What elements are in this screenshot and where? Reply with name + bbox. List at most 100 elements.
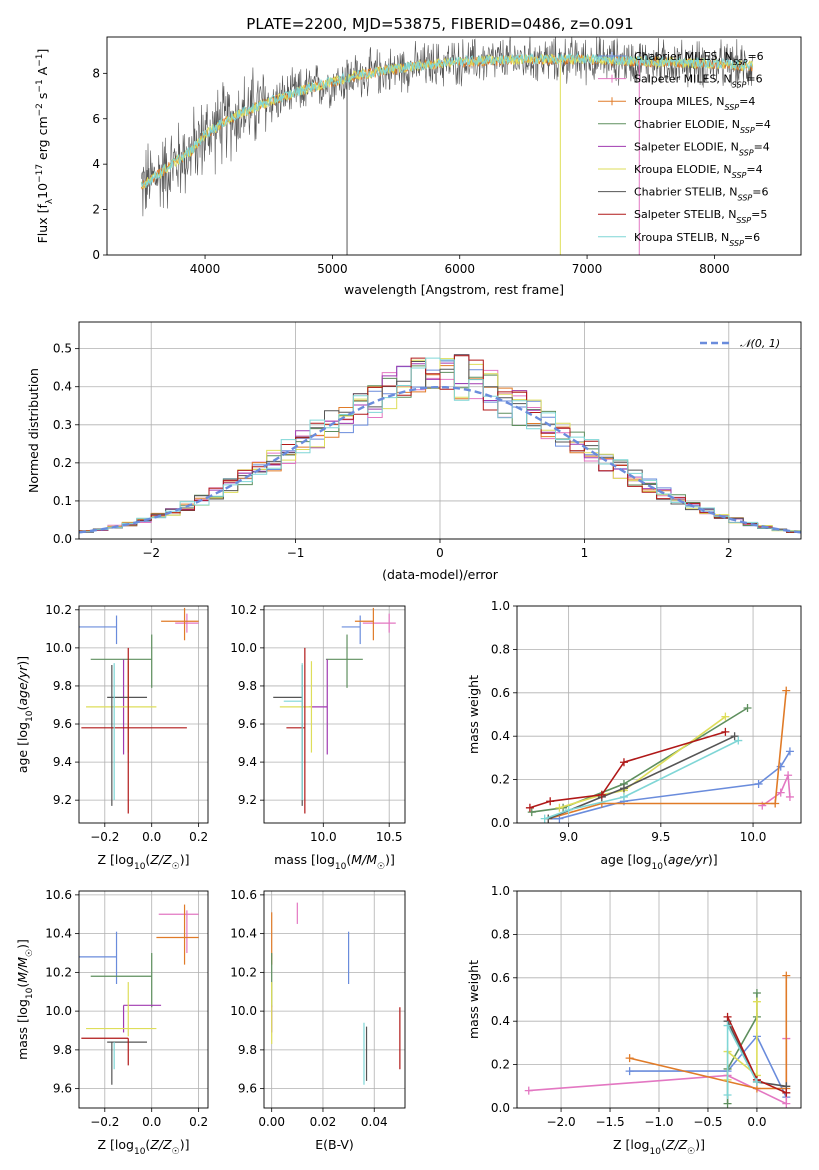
y-tick-label: 0.8 <box>491 927 510 941</box>
mass-weight-line <box>761 774 791 807</box>
x-tick-label: −1.5 <box>595 1115 624 1129</box>
mass_vs_Z-gridlines <box>79 891 208 1108</box>
errorbar-point <box>107 1041 148 1085</box>
spectrum-ticks: 4000 5000 6000 7000 8000 0 2 4 6 8 <box>92 66 729 276</box>
mass-vs-extinction-panel: 0.00 0.02 0.04 9.6 9.8 10.0 10.2 10.4 10.6 E(B-V) <box>230 888 406 1152</box>
mass-weight-marker <box>721 727 730 736</box>
y-tick-label: 10.6 <box>230 888 257 902</box>
y-tick-label: 9.2 <box>238 793 257 807</box>
mass-weight-marker <box>625 1067 634 1076</box>
mass-z-y-axis-label: mass [log10(M/M☉)] <box>15 939 35 1060</box>
legend-entry: Salpeter ELODIE, NSSP=4 <box>598 140 770 157</box>
x-tick-label: −2 <box>142 546 160 560</box>
mass-weight-marker <box>723 1099 732 1108</box>
legend-entry: Kroupa MILES, NSSP=4 <box>598 95 755 112</box>
x-tick-label: 0.2 <box>189 1115 208 1129</box>
x-tick-label: 0.00 <box>258 1115 285 1129</box>
x-tick-label: 0.02 <box>310 1115 337 1129</box>
residuals-ticks: −2 −1 0 1 2 0.0 0.1 0.2 0.3 0.4 0.5 <box>53 342 733 560</box>
x-tick-label: 9.0 <box>559 830 578 844</box>
mass-weight-marker <box>527 808 536 817</box>
age-z-y-axis-label: age [log10(age/yr)] <box>15 656 35 773</box>
mass-weight-vs-metallicity-panel: −2.0 −1.5 −1.0 −0.5 0.0 0.0 0.2 0.4 0.6 0.8 1.0 Z [… <box>466 884 802 1157</box>
residuals-histogram-panel: −2 −1 0 1 2 0.0 0.1 0.2 0.3 0.4 0.5 (data-model)/er… <box>26 321 802 582</box>
mass-weight-marker <box>734 736 743 745</box>
x-tick-label: 4000 <box>190 262 221 276</box>
x-tick-label: 0.0 <box>142 830 161 844</box>
massweight_vs_age-ticks: 9.0 9.5 10.0 0.0 0.2 0.4 0.6 0.8 1.0 <box>491 599 767 844</box>
mass-weight-series <box>544 747 794 823</box>
mass-weight-marker <box>540 814 549 823</box>
x-tick-label: 0.2 <box>189 830 208 844</box>
mass-weight-marker <box>619 758 628 767</box>
mass_vs_Z-plot-area <box>79 904 199 1085</box>
spectrum-panel: 4000 5000 6000 7000 8000 0 2 4 6 8 wavelength [Ang… <box>35 36 802 297</box>
x-tick-label: 5000 <box>317 262 348 276</box>
y-tick-label: 9.8 <box>53 679 72 693</box>
mass-ebv-x-axis-label: E(B-V) <box>315 1137 354 1152</box>
mass-weight-marker <box>776 788 785 797</box>
legend-entry: Salpeter MILES, NSSP=6 <box>598 73 763 90</box>
x-tick-label: 8000 <box>699 262 730 276</box>
mass-weight-marker <box>525 803 534 812</box>
mass-weight-marker <box>597 790 606 799</box>
y-tick-label: 0.0 <box>491 816 510 830</box>
age_vs_Z-plot-area <box>79 607 199 814</box>
mass-vs-metallicity-panel: −0.2 0.0 0.2 9.6 9.8 10.0 10.2 10.4 10.6 Z [log10… <box>15 888 209 1157</box>
x-tick-label: 7000 <box>572 262 603 276</box>
y-tick-label: 0.0 <box>53 532 72 546</box>
massweight_vs_age-axes-frame <box>516 605 802 824</box>
y-tick-label: 10.0 <box>230 1004 257 1018</box>
mass_vs_ebv-plot-area <box>271 902 401 1085</box>
y-tick-label: 9.8 <box>238 1043 257 1057</box>
residuals-legend: 𝒩(0, 1) <box>700 337 780 350</box>
mass-weight-marker <box>546 797 555 806</box>
age-vs-metallicity-panel: −0.2 0.0 0.2 9.2 9.4 9.6 9.8 10.0 10.2 Z [log10(Z… <box>15 603 209 872</box>
mass-weight-marker <box>619 784 628 793</box>
y-tick-label: 0.3 <box>53 418 72 432</box>
y-tick-label: 1.0 <box>491 599 510 613</box>
x-tick-label: 10.5 <box>376 830 403 844</box>
y-tick-label: 9.6 <box>238 717 257 731</box>
y-tick-label: 9.6 <box>238 1082 257 1096</box>
x-tick-label: −1 <box>287 546 305 560</box>
age_vs_Z-axes-frame <box>78 605 209 824</box>
y-tick-label: 9.6 <box>53 1082 72 1096</box>
mass-weight-marker <box>784 771 793 780</box>
x-tick-label: 2 <box>725 546 733 560</box>
errorbar-point <box>86 661 157 753</box>
y-tick-label: 4 <box>92 157 100 171</box>
mass-weight-line <box>548 690 787 820</box>
legend-label: Salpeter ELODIE, NSSP=4 <box>634 140 770 157</box>
errorbar-point <box>158 910 199 953</box>
x-tick-label: 0.04 <box>361 1115 388 1129</box>
massweight_vs_age-y-axis-label: mass weight <box>466 675 481 754</box>
x-tick-label: 9.5 <box>651 830 670 844</box>
legend-label: Salpeter MILES, NSSP=6 <box>634 73 763 90</box>
mass-weight-line <box>544 739 739 820</box>
y-tick-label: 10.0 <box>45 1004 72 1018</box>
age-mass-x-axis-label: mass [log10(M/M☉)] <box>274 852 395 872</box>
figure-title: PLATE=2200, MJD=53875, FIBERID=0486, z=0… <box>246 15 633 33</box>
spectrum-y-axis-label: Flux [fλ10−17 erg cm−2 s−1 A−1] <box>35 49 55 244</box>
x-tick-label: 10.0 <box>740 830 767 844</box>
y-tick-label: 0.4 <box>53 380 72 394</box>
errorbar-point <box>354 607 374 641</box>
residual-histogram-series <box>79 355 801 535</box>
mass-weight-marker <box>619 792 628 801</box>
mass-weight-marker <box>782 686 791 695</box>
y-tick-label: 10.2 <box>45 603 72 617</box>
y-tick-label: 10.2 <box>45 965 72 979</box>
massweight_vs_Z-y-axis-label: mass weight <box>466 960 481 1039</box>
x-tick-label: 6000 <box>444 262 475 276</box>
spectrum-legend: Chabrier MILES, NSSP=6 Salpeter MILES, NS… <box>598 50 771 247</box>
gaussian-reference-curve <box>79 385 801 534</box>
residuals-x-axis-label: (data-model)/error <box>382 567 499 582</box>
legend-label: Kroupa STELIB, NSSP=6 <box>634 231 760 248</box>
age_vs_mass-plot-area <box>273 607 396 814</box>
errorbar-point <box>90 953 153 1008</box>
errorbar-point <box>341 615 361 645</box>
mass-weight-marker <box>730 732 739 741</box>
massweight_vs_age-plot-area <box>525 686 794 823</box>
